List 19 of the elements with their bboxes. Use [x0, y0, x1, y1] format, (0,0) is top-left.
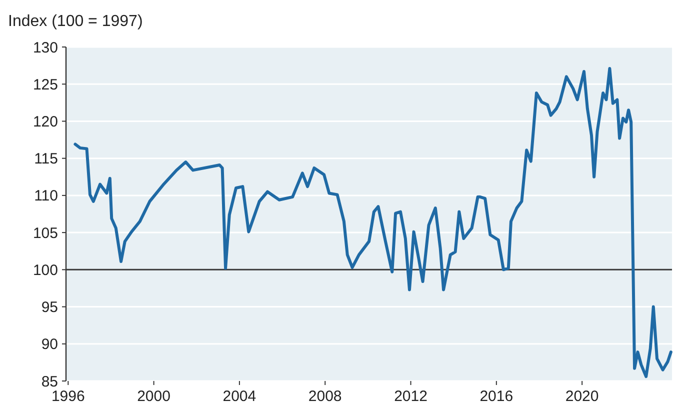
- line-series: [74, 67, 672, 378]
- x-tick-label: 2008: [308, 388, 342, 405]
- y-tick-label: 85: [41, 373, 58, 390]
- x-tick-label: 1996: [51, 388, 85, 405]
- y-tick-label: 90: [41, 336, 58, 354]
- x-tick-label: 2000: [137, 388, 170, 405]
- y-axis-title: Index (100 = 1997): [8, 13, 143, 30]
- x-tick-label: 2012: [394, 388, 428, 405]
- y-tick-label: 100: [32, 262, 58, 279]
- y-tick-label: 105: [32, 224, 58, 242]
- y-tick-label: 95: [41, 299, 58, 316]
- y-tick-label: 110: [34, 188, 58, 205]
- x-tick-label: 2016: [480, 388, 514, 405]
- y-tick-label: 130: [32, 39, 58, 56]
- x-tick-label: 2020: [565, 388, 599, 405]
- x-tick-label: 2004: [222, 388, 256, 405]
- y-tick-label: 120: [32, 113, 58, 130]
- y-tick-label: 125: [32, 76, 58, 94]
- y-tick-label: 115: [34, 150, 58, 168]
